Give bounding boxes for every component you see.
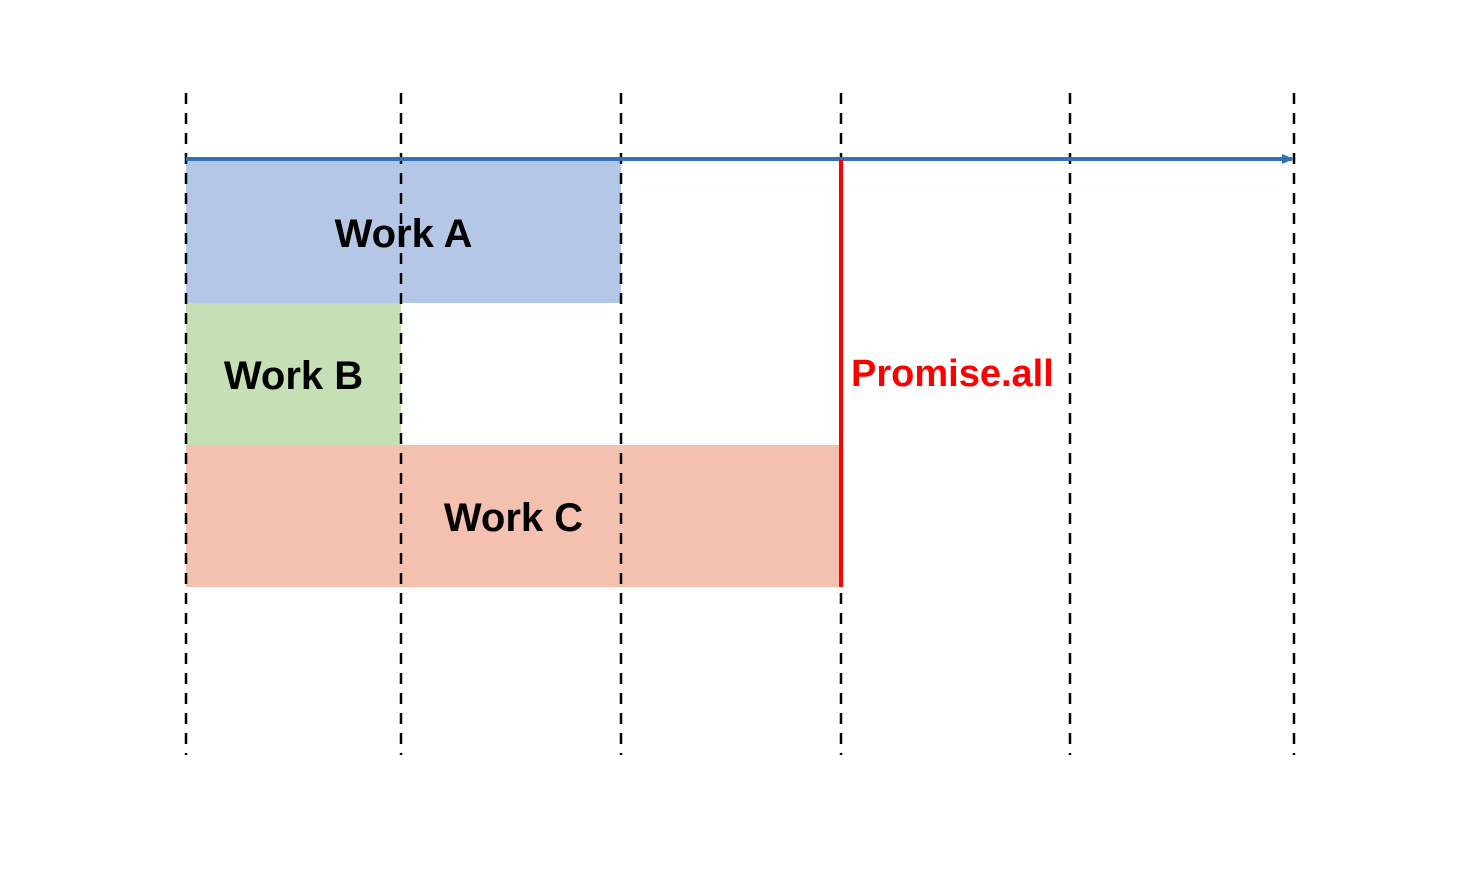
work-b-label: Work B <box>224 354 363 398</box>
work-a-bar <box>186 161 621 303</box>
work-c-label: Work C <box>444 496 583 540</box>
work-b-bar <box>186 303 401 445</box>
work-labels: Work A Work B Work C <box>224 212 583 540</box>
promise-all-label: Promise.all <box>851 353 1054 395</box>
work-c-bar <box>186 445 841 587</box>
work-a-label: Work A <box>335 212 473 256</box>
work-bars <box>186 161 841 587</box>
